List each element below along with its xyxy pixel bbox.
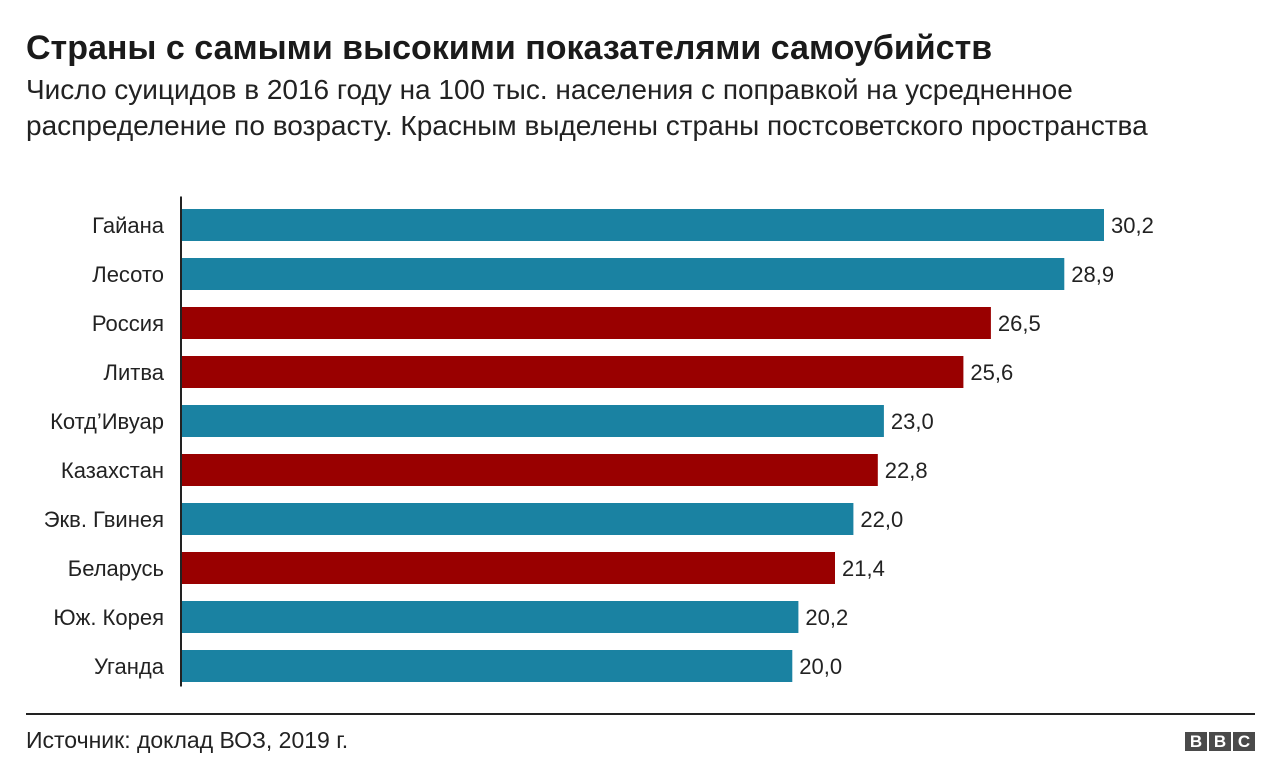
value-label: 26,5 xyxy=(998,311,1041,336)
value-label: 28,9 xyxy=(1071,262,1114,287)
value-label: 23,0 xyxy=(891,409,934,434)
bar xyxy=(181,454,878,486)
chart-subtitle: Число суицидов в 2016 году на 100 тыс. н… xyxy=(26,74,1148,141)
bar xyxy=(181,258,1065,290)
bar xyxy=(181,601,799,633)
bar xyxy=(181,503,854,535)
bar xyxy=(181,356,964,388)
category-label: Экв. Гвинея xyxy=(44,507,164,532)
value-label: 22,0 xyxy=(860,507,903,532)
category-label: Беларусь xyxy=(68,556,164,581)
footer-divider xyxy=(26,713,1255,715)
value-label: 30,2 xyxy=(1111,213,1154,238)
value-label: 21,4 xyxy=(842,556,885,581)
value-label: 25,6 xyxy=(970,360,1013,385)
bar xyxy=(181,405,884,437)
category-label: Казахстан xyxy=(61,458,164,483)
category-label: Россия xyxy=(92,311,164,336)
bar xyxy=(181,307,991,339)
category-label: Гайана xyxy=(92,213,165,238)
category-label: Юж. Корея xyxy=(53,605,164,630)
category-label: Лесото xyxy=(92,262,164,287)
bar xyxy=(181,552,835,584)
bbc-logo-letter: B xyxy=(1185,732,1207,751)
chart-title: Страны с самыми высокими показателями са… xyxy=(26,29,993,67)
source-note: Источник: доклад ВОЗ, 2019 г. xyxy=(26,727,349,753)
value-label: 20,0 xyxy=(799,654,842,679)
category-label: Литва xyxy=(104,360,165,385)
bbc-logo-letter: C xyxy=(1233,732,1255,751)
bbc-logo: B B C xyxy=(1185,732,1255,751)
value-label: 20,2 xyxy=(805,605,848,630)
bbc-logo-letter: B xyxy=(1209,732,1231,751)
category-label: Котд’Ивуар xyxy=(50,409,164,434)
bar xyxy=(181,650,793,682)
category-label: Уганда xyxy=(94,654,165,679)
value-label: 22,8 xyxy=(885,458,928,483)
bar xyxy=(181,209,1104,241)
